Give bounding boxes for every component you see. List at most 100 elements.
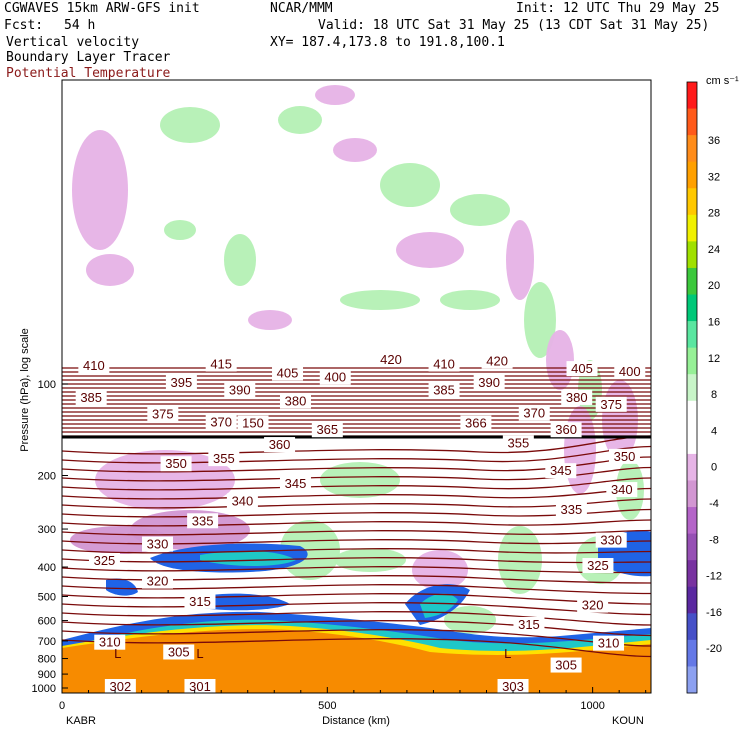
colorbar-swatch: [687, 294, 697, 322]
theta-label-bg: [513, 616, 545, 632]
theta-label-bg: [224, 382, 256, 398]
theta-label-bg: [595, 396, 627, 412]
theta-line-lower-2: [62, 456, 651, 473]
theta-label-34: 335: [561, 502, 583, 517]
y-tick-label: 600: [38, 616, 56, 628]
model-title: CGWAVES 15km ARW-GFS init: [4, 1, 200, 16]
velocity-cell-1: [160, 107, 220, 143]
theta-label-40: 320: [582, 598, 604, 613]
theta-label-26: 355: [507, 435, 529, 450]
theta-label-bg: [606, 482, 638, 498]
theta-label-bg: [545, 463, 577, 479]
velocity-cell-0: [72, 130, 128, 250]
theta-label-bg: [608, 448, 640, 464]
theta-label-bg: [375, 351, 407, 367]
colorbar-swatch: [687, 161, 697, 189]
theta-label-25: 355: [213, 451, 235, 466]
theta-label-21: 365: [316, 422, 338, 437]
theta-label-bg: [555, 502, 587, 518]
colorbar-swatch: [687, 267, 697, 296]
colorbar-tick-label: 20: [708, 280, 720, 292]
y-tick-label: 400: [38, 562, 56, 574]
colorbar-tick-label: 12: [708, 353, 720, 365]
velocity-cell-11: [546, 330, 574, 390]
theta-label-45: 305: [168, 644, 190, 659]
colorbar-swatch: [687, 214, 697, 242]
theta-line-lower-4: [62, 477, 651, 491]
theta-label-bg: [473, 375, 505, 390]
x-axis: 0 500 1000: [59, 687, 647, 712]
theta-label-0: 410: [83, 358, 105, 373]
theta-label-43: 310: [99, 635, 121, 650]
theta-line-lower-7: [62, 508, 651, 518]
velocity-cell-15: [248, 310, 292, 330]
colorbar-tick-label: -8: [709, 534, 719, 546]
y-tick-label: 300: [38, 524, 56, 536]
colorbar-swatch: [687, 135, 697, 163]
theta-label-16: 375: [152, 407, 174, 422]
theta-label-bg: [550, 422, 582, 438]
colorbar-swatch: [687, 321, 697, 349]
theta-label-bg: [561, 389, 593, 405]
colorbar-tick-label: 28: [708, 208, 720, 220]
theta-line-upper-10: [62, 407, 651, 409]
forecast-label: Fcst:: [4, 18, 44, 33]
colorbar-frame: [686, 81, 698, 694]
theta-label-layer: 410 415 420 410 420 405 400 405 400 395 390 390 385 3…: [75, 351, 646, 694]
theta-label-33: 335: [192, 513, 214, 528]
velocity-cell-19: [95, 450, 235, 510]
colorbar-swatch: [687, 586, 697, 614]
theta-line-lower-17: [62, 602, 651, 616]
theta-label-bg: [593, 635, 625, 651]
theta-line-lower-0: [62, 435, 651, 455]
theta-label-bg: [582, 558, 614, 574]
theta-label-bg: [88, 552, 120, 568]
y-tick-label: 100: [38, 379, 56, 391]
theta-label-bg: [272, 365, 304, 381]
theta-label-bg: [497, 679, 529, 694]
y-tick-label: 500: [38, 591, 56, 603]
y-tick-label: 800: [38, 654, 56, 666]
colorbar-swatch: [687, 108, 697, 136]
theta-label-bg: [205, 356, 237, 372]
theta-line-upper-13: [62, 419, 651, 421]
valid-time: Valid: 18 UTC Sat 31 May 25 (13 CDT Sat …: [318, 18, 710, 33]
theta-line-upper-11: [62, 411, 651, 413]
velocity-cell-17: [86, 254, 134, 286]
theta-label-48: 301: [189, 679, 211, 694]
colorbar-swatch: [687, 427, 697, 455]
theta-label-10: 390: [229, 383, 251, 398]
theta-line-upper-2: [62, 375, 651, 377]
colorbar-swatch: [687, 666, 697, 694]
velocity-cell-7: [340, 290, 420, 310]
theta-line-lower-9: [62, 529, 651, 536]
theta-label-37: 325: [94, 553, 116, 568]
field-vertical-velocity: Vertical velocity: [6, 35, 140, 50]
station-left: KABR: [66, 715, 96, 727]
field-boundary-layer-tracer: Boundary Layer Tracer: [6, 50, 171, 65]
theta-label-9: 395: [171, 375, 193, 390]
theta-line-upper-12: [62, 415, 651, 417]
theta-label-bg: [160, 456, 192, 472]
theta-line-upper-3: [62, 379, 651, 381]
velocity-cell-3: [315, 85, 355, 105]
theta-label-28: 350: [614, 449, 636, 464]
theta-label-bg: [577, 597, 609, 613]
init-time: Init: 12 UTC Thu 29 May 25: [516, 1, 720, 16]
colorbar-tick-label: -12: [706, 571, 722, 583]
theta-line-lower-21: [62, 638, 651, 658]
theta-label-18: 370: [523, 406, 545, 421]
theta-label-36: 330: [600, 533, 622, 548]
x-tick-label: 500: [318, 700, 336, 712]
theta-label-bg: [142, 573, 174, 589]
velocity-cell-13: [450, 194, 510, 226]
theta-label-bg: [165, 375, 197, 390]
theta-label-bg: [481, 353, 513, 369]
theta-line-upper-0: [62, 367, 651, 369]
theta-label-31: 340: [232, 493, 254, 508]
theta-label-bg: [187, 513, 219, 529]
colorbar-swatch: [687, 480, 697, 508]
velocity-cell-4: [333, 138, 377, 162]
theta-label-bg: [279, 476, 311, 492]
